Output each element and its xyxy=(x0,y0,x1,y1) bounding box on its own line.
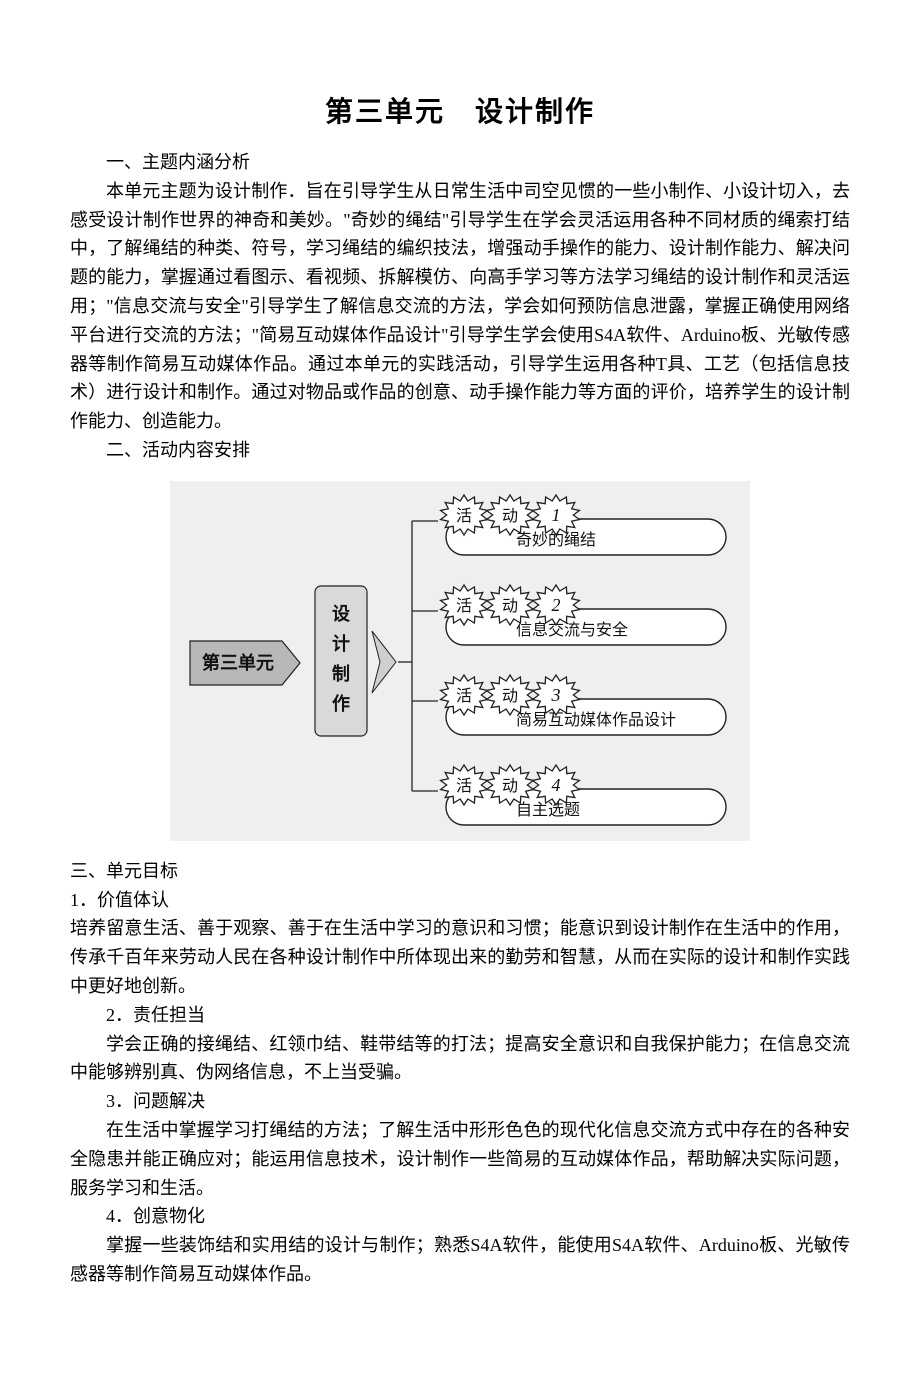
goal-1-num: 1．价值体认 xyxy=(70,886,850,915)
activity-diagram: 第三单元设计制作奇妙的绳结活动1信息交流与安全活动2简易互动媒体作品设计活动3自… xyxy=(70,471,850,851)
svg-text:活: 活 xyxy=(456,777,472,795)
svg-text:2: 2 xyxy=(552,595,561,615)
svg-text:1: 1 xyxy=(552,505,561,525)
svg-text:活: 活 xyxy=(456,687,472,705)
section1-heading: 一、主题内涵分析 xyxy=(70,148,850,177)
goal-4-num: 4．创意物化 xyxy=(70,1202,850,1231)
goal-1-text: 培养留意生活、善于观察、善于在生活中学习的意识和习惯；能意识到设计制作在生活中的… xyxy=(70,914,850,1000)
svg-text:计: 计 xyxy=(332,633,350,654)
goal-3-text: 在生活中掌握学习打绳结的方法；了解生活中形形色色的现代化信息交流方式中存在的各种… xyxy=(70,1116,850,1202)
svg-text:制: 制 xyxy=(332,664,350,684)
goal-3-num: 3．问题解决 xyxy=(70,1087,850,1116)
section1-paragraph: 本单元主题为设计制作．旨在引导学生从日常生活中司空见惯的一些小制作、小设计切入，… xyxy=(70,177,850,436)
svg-text:作: 作 xyxy=(332,693,350,714)
goal-4-text: 掌握一些装饰结和实用结的设计与制作；熟悉S4A软件，能使用S4A软件、Ardui… xyxy=(70,1231,850,1289)
svg-text:信息交流与安全: 信息交流与安全 xyxy=(516,621,628,639)
svg-text:活: 活 xyxy=(456,507,472,525)
svg-text:活: 活 xyxy=(456,597,472,615)
svg-text:4: 4 xyxy=(552,775,561,795)
page-title: 第三单元 设计制作 xyxy=(70,90,850,130)
svg-text:简易互动媒体作品设计: 简易互动媒体作品设计 xyxy=(516,711,676,729)
svg-text:动: 动 xyxy=(502,507,518,525)
svg-text:动: 动 xyxy=(502,687,518,705)
svg-text:动: 动 xyxy=(502,597,518,615)
section3-heading: 三、单元目标 xyxy=(70,857,850,886)
svg-text:设: 设 xyxy=(332,604,350,624)
svg-text:第三单元: 第三单元 xyxy=(202,652,274,673)
goal-2-num: 2．责任担当 xyxy=(70,1001,850,1030)
document-page: 第三单元 设计制作 一、主题内涵分析 本单元主题为设计制作．旨在引导学生从日常生… xyxy=(0,0,920,1379)
section2-heading: 二、活动内容安排 xyxy=(70,436,850,465)
svg-text:3: 3 xyxy=(551,685,561,705)
svg-text:自主选题: 自主选题 xyxy=(516,801,580,819)
svg-text:动: 动 xyxy=(502,777,518,795)
goal-2-text: 学会正确的接绳结、红领巾结、鞋带结等的打法；提高安全意识和自我保护能力；在信息交… xyxy=(70,1030,850,1088)
